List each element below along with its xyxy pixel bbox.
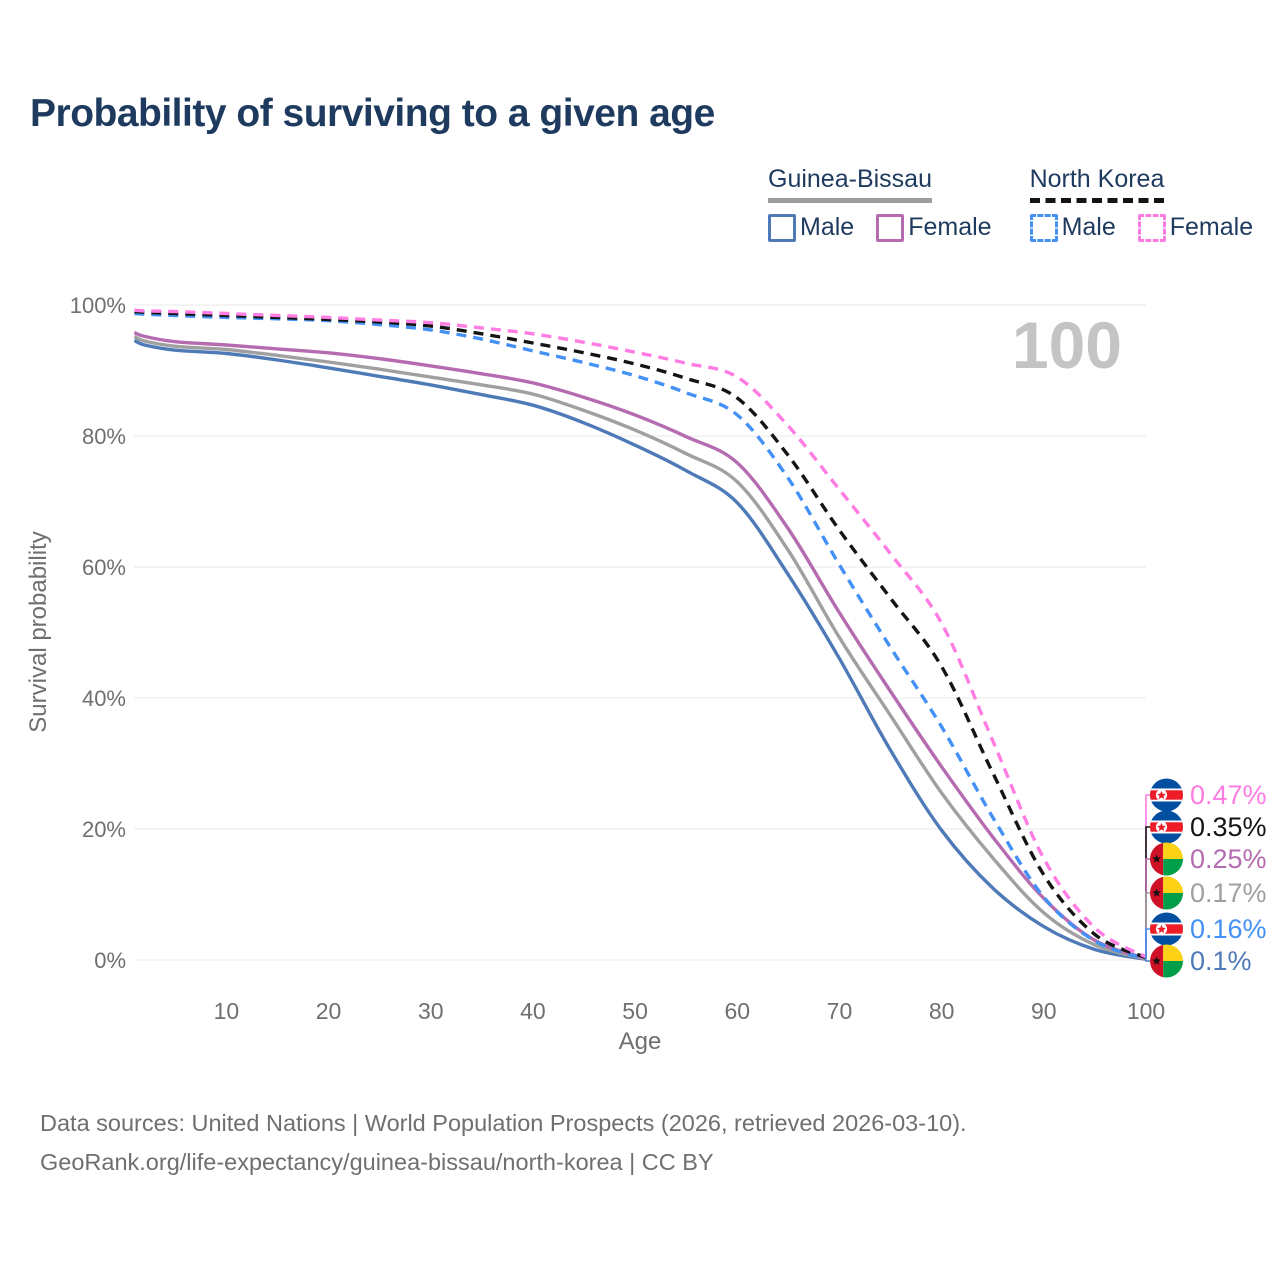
y-tick-0%: 0% [94, 948, 126, 973]
y-tick-40%: 40% [82, 686, 126, 711]
nk-female-swatch[interactable] [1137, 213, 1166, 242]
x-tick-100: 100 [1127, 998, 1165, 1024]
x-tick-10: 10 [214, 998, 240, 1024]
y-tick-20%: 20% [82, 817, 126, 842]
end-value-label-0.16%: 0.16% [1190, 914, 1267, 944]
page-title: Probability of surviving to a given age [30, 92, 715, 135]
legend-items-guinea-bissau: Male Female [768, 213, 992, 242]
footer: Data sources: United Nations | World Pop… [40, 1104, 967, 1182]
end-label-connector-0.16% [1145, 928, 1150, 959]
series-line-guinea-bissau-female[interactable] [133, 330, 1147, 961]
x-axis-title: Age [619, 1028, 662, 1055]
x-tick-60: 60 [724, 998, 750, 1024]
guinea-bissau-flag-icon [1150, 876, 1183, 910]
footer-attribution: GeoRank.org/life-expectancy/guinea-bissa… [40, 1149, 714, 1175]
footer-data-sources: Data sources: United Nations | World Pop… [40, 1110, 967, 1136]
legend-item-nk-female[interactable]: Female [1137, 213, 1254, 242]
series-line-guinea-bissau-male[interactable] [133, 338, 1147, 961]
series-line-north-korea-both[interactable] [134, 309, 1147, 960]
x-tick-30: 30 [418, 998, 444, 1024]
legend-group-guinea-bissau: Guinea-Bissau Male Female [768, 165, 992, 242]
legend-group-title-north-korea[interactable]: North Korea [1029, 165, 1165, 203]
x-tick-90: 90 [1031, 998, 1057, 1024]
legend-item-nk-male[interactable]: Male [1029, 213, 1116, 242]
y-tick-60%: 60% [82, 555, 126, 580]
end-value-label-0.17%: 0.17% [1190, 878, 1267, 908]
north-korea-flag-icon [1150, 912, 1183, 946]
guinea-bissau-flag-icon [1150, 842, 1183, 876]
y-tick-100%: 100% [70, 293, 126, 318]
nk-male-swatch[interactable] [1029, 213, 1058, 242]
end-value-label-0.25%: 0.25% [1190, 844, 1267, 874]
chart-legend: Guinea-Bissau Male Female North Korea Ma… [768, 165, 1253, 242]
x-tick-50: 50 [622, 998, 648, 1024]
legend-item-nk-female-label: Female [1169, 213, 1254, 241]
x-tick-70: 70 [827, 998, 853, 1024]
hovered-age-watermark: 100 [1012, 308, 1122, 382]
legend-item-gb-male-label: Male [800, 213, 855, 241]
legend-item-gb-male[interactable]: Male [768, 213, 854, 242]
guinea-bissau-flag-icon [1150, 944, 1183, 978]
end-label-connector-0.1% [1145, 959, 1150, 962]
legend-item-nk-male-label: Male [1061, 213, 1116, 241]
north-korea-flag-icon [1150, 810, 1183, 844]
legend-group-title-guinea-bissau[interactable]: Guinea-Bissau [768, 165, 932, 203]
x-tick-40: 40 [520, 998, 546, 1024]
gb-male-swatch[interactable] [768, 213, 796, 242]
legend-item-gb-female-label: Female [908, 213, 992, 241]
end-value-label-0.1%: 0.1% [1190, 946, 1252, 976]
gb-female-swatch[interactable] [876, 213, 905, 242]
y-tick-80%: 80% [82, 424, 126, 449]
x-tick-80: 80 [929, 998, 955, 1024]
series-line-guinea-bissau-both[interactable] [133, 334, 1147, 961]
north-korea-flag-icon [1150, 778, 1183, 812]
y-axis-title: Survival probability [25, 531, 52, 732]
legend-group-north-korea: North Korea Male Female [1029, 165, 1254, 242]
end-value-label-0.35%: 0.35% [1190, 812, 1267, 842]
legend-items-north-korea: Male Female [1029, 213, 1254, 242]
series-line-north-korea-female[interactable] [134, 308, 1147, 959]
series-line-north-korea-male[interactable] [134, 311, 1147, 961]
x-tick-20: 20 [316, 998, 342, 1024]
end-value-label-0.47%: 0.47% [1190, 780, 1267, 810]
legend-item-gb-female[interactable]: Female [876, 213, 992, 242]
